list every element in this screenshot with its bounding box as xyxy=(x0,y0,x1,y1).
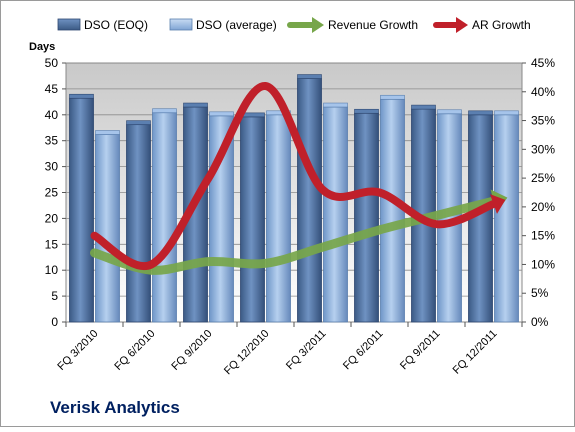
bar-dso-eoq xyxy=(354,112,379,323)
bar-dso-average xyxy=(95,134,120,323)
y-right-tick-label: 15% xyxy=(531,229,555,243)
bar-dso-average xyxy=(323,106,348,323)
y-right-tick-label: 35% xyxy=(531,114,555,128)
bar-top-cap xyxy=(437,109,462,115)
y-left-tick-label: 0 xyxy=(51,315,58,329)
y-right-tick-label: 5% xyxy=(531,286,549,300)
ar-growth-arrowhead xyxy=(490,194,506,214)
y-right-tick-label: 10% xyxy=(531,257,555,271)
bar-dso-eoq xyxy=(69,97,94,323)
y-right-tick-label: 20% xyxy=(531,200,555,214)
y-left-tick-label: 15 xyxy=(45,237,59,251)
y-left-tick-label: 45 xyxy=(45,82,59,96)
bar-top-cap xyxy=(468,110,493,116)
legend-label: Revenue Growth xyxy=(328,18,418,32)
y-right-tick-label: 40% xyxy=(531,85,555,99)
revenue-growth-line xyxy=(90,196,498,275)
y-left-tick-label: 40 xyxy=(45,108,59,122)
y-right-tick-label: 0% xyxy=(531,315,549,329)
legend-swatch-dso-average xyxy=(169,18,193,31)
y-right-tick-label: 45% xyxy=(531,56,555,70)
bar-dso-eoq xyxy=(126,124,151,323)
bar-top-cap xyxy=(126,120,151,125)
bar-top-cap xyxy=(380,94,405,100)
legend-label: DSO (average) xyxy=(196,18,277,32)
y-left-tick-label: 30 xyxy=(45,160,59,174)
y-right-tick-label: 30% xyxy=(531,142,555,156)
bar-dso-average xyxy=(494,114,519,323)
ar-growth-line xyxy=(90,82,498,271)
bar-top-cap xyxy=(95,130,120,135)
bar-top-cap xyxy=(152,108,177,114)
legend-label: AR Growth xyxy=(472,18,531,32)
y-left-tick-label: 35 xyxy=(45,134,59,148)
y-left-axis-title: Days xyxy=(29,41,55,53)
y-left-tick-label: 25 xyxy=(45,186,59,200)
bar-top-cap xyxy=(411,104,436,110)
bar-dso-average xyxy=(380,98,405,323)
company-title: Verisk Analytics xyxy=(50,398,180,417)
legend-arrow-ar-growth xyxy=(456,17,468,33)
bar-top-cap xyxy=(266,110,291,116)
bar-top-cap xyxy=(69,93,94,99)
y-left-tick-label: 50 xyxy=(45,56,59,70)
bar-dso-average xyxy=(266,114,291,323)
bar-top-cap xyxy=(323,102,348,108)
bar-dso-eoq xyxy=(297,78,322,323)
bar-top-cap xyxy=(297,74,322,79)
bar-top-cap xyxy=(354,108,379,114)
bar-dso-eoq xyxy=(240,116,265,323)
legend-swatch-dso-eoq xyxy=(57,18,81,31)
y-right-tick-label: 25% xyxy=(531,171,555,185)
y-left-tick-label: 10 xyxy=(45,263,59,277)
legend-label: DSO (EOQ) xyxy=(84,18,148,32)
growth-lines xyxy=(90,82,508,275)
bar-top-cap xyxy=(494,110,519,116)
legend: DSO (EOQ) DSO (average) Revenue Growth AR G… xyxy=(57,17,531,33)
y-left-tick-label: 5 xyxy=(51,289,58,303)
bar-dso-average xyxy=(152,112,177,323)
bar-top-cap xyxy=(183,102,208,108)
bar-top-cap xyxy=(209,111,234,117)
legend-arrow-revenue-growth xyxy=(312,17,324,33)
y-left-tick-label: 20 xyxy=(45,211,59,225)
